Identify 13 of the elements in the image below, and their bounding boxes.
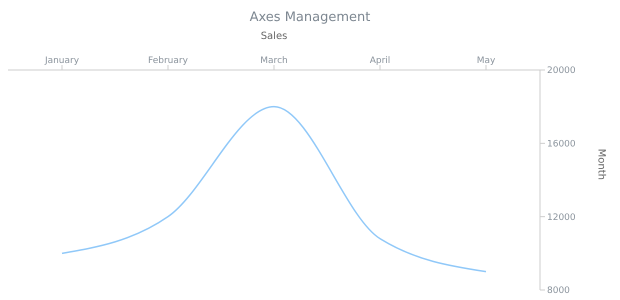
y-tick-label: 8000 bbox=[547, 286, 570, 296]
x-tick-label: March bbox=[260, 56, 288, 66]
x-tick-label: February bbox=[148, 56, 189, 66]
y-tick-label: 16000 bbox=[547, 140, 576, 150]
x-axis-title: Sales bbox=[260, 31, 288, 42]
chart-title: Axes Management bbox=[248, 9, 372, 27]
y-tick-label: 20000 bbox=[547, 66, 576, 76]
line-series bbox=[61, 106, 487, 272]
x-tick-label: May bbox=[476, 56, 496, 66]
x-tick-label: April bbox=[370, 56, 390, 66]
x-tick-label: January bbox=[44, 56, 80, 66]
y-axis-title: Month bbox=[595, 148, 606, 180]
y-tick-label: 12000 bbox=[547, 212, 576, 223]
